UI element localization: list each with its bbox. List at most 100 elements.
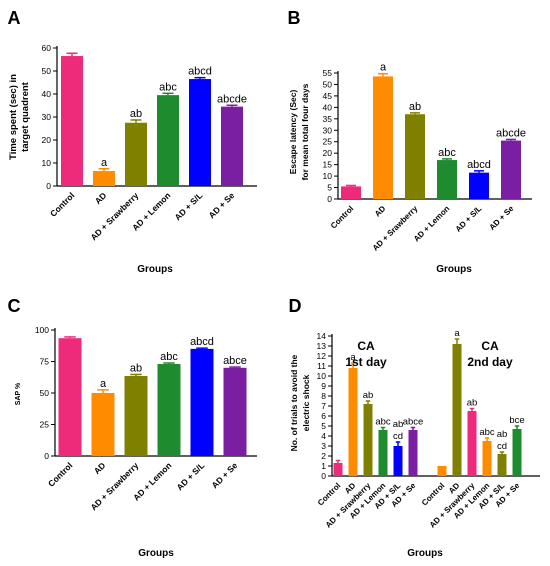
y-axis-label-line2: for mean total four days bbox=[300, 83, 310, 180]
y-tick-label: 25 bbox=[40, 420, 50, 430]
panel-c-category-label-1: AD bbox=[92, 460, 108, 476]
panel-d-day2-annotation-4-a: ab bbox=[497, 429, 508, 440]
panel-d-day1-annotation-4-a: ab bbox=[393, 419, 404, 430]
panel-b-bar-0 bbox=[341, 186, 361, 199]
panel-d-day2-bar-5 bbox=[512, 429, 522, 476]
y-tick-label: 0 bbox=[44, 451, 49, 461]
panel-b-bar-5 bbox=[501, 140, 521, 199]
y-tick-label: 20 bbox=[42, 135, 52, 145]
y-tick-label: 60 bbox=[42, 43, 52, 53]
panel-c-annotation-4: abcd bbox=[190, 336, 214, 348]
panel-b-category-label-0: Control bbox=[329, 204, 355, 230]
panel-b-bar-2 bbox=[405, 114, 425, 199]
y-tick-label: 10 bbox=[42, 158, 52, 168]
panel-c-annotation-1: a bbox=[100, 378, 107, 390]
panel-a-category-label-5: AD + Se bbox=[206, 190, 236, 220]
panel-c-category-label-4: AD + S/L bbox=[174, 460, 206, 492]
panel-d-day1-bar-4 bbox=[393, 446, 403, 476]
panel-d-day1-bar-5 bbox=[408, 430, 418, 476]
group-title-1-line2: 1st day bbox=[345, 355, 387, 369]
x-axis-label: Groups bbox=[436, 264, 472, 275]
y-tick-label: 4 bbox=[321, 431, 326, 441]
y-tick-label: 13 bbox=[317, 341, 327, 351]
y-tick-label: 5 bbox=[327, 183, 332, 193]
panel-a-bar-1 bbox=[93, 171, 115, 186]
y-tick-label: 5 bbox=[321, 421, 326, 431]
y-axis-label-line2: electric shock bbox=[301, 374, 311, 431]
y-tick-label: 50 bbox=[323, 79, 333, 89]
y-tick-label: 50 bbox=[42, 66, 52, 76]
y-tick-label: 25 bbox=[323, 137, 333, 147]
panel-b-annotation-2: ab bbox=[409, 101, 421, 113]
y-axis-label-line1: Escape latency (Sec) bbox=[288, 90, 298, 175]
y-tick-label: 55 bbox=[323, 68, 333, 78]
panel-d-day1-annotation-1: a bbox=[350, 352, 356, 363]
panel-a-bar-4 bbox=[189, 79, 211, 186]
panel-letter-A: A bbox=[8, 8, 21, 28]
panel-a-bar-3 bbox=[157, 95, 179, 186]
panel-c-bar-4 bbox=[190, 348, 214, 456]
panel-b-annotation-1: a bbox=[380, 62, 387, 74]
panel-b-annotation-3: abc bbox=[438, 147, 456, 159]
panel-d-day2-annotation-4-b: cd bbox=[497, 441, 507, 452]
y-tick-label: 35 bbox=[323, 114, 333, 124]
panel-d-day1-bar-2 bbox=[363, 404, 373, 476]
panel-a-annotation-5: abcde bbox=[217, 93, 247, 105]
y-tick-label: 50 bbox=[40, 388, 50, 398]
panel-b-category-label-1: AD bbox=[373, 204, 388, 219]
panel-d-day2-bar-0 bbox=[437, 466, 447, 476]
panel-d-day2-category-label-0: Control bbox=[420, 481, 446, 507]
y-tick-label: 0 bbox=[46, 181, 51, 191]
panel-c-bar-1 bbox=[91, 393, 115, 456]
y-tick-label: 7 bbox=[321, 401, 326, 411]
y-tick-label: 30 bbox=[323, 125, 333, 135]
panel-c-category-label-0: Control bbox=[46, 460, 74, 488]
x-axis-label: Groups bbox=[138, 548, 174, 559]
panel-c-annotation-2: ab bbox=[130, 362, 142, 374]
y-tick-label: 0 bbox=[327, 194, 332, 204]
panel-d-day2-bar-1 bbox=[452, 344, 462, 476]
panel-a-annotation-1: a bbox=[101, 157, 108, 169]
panel-d-day2-annotation-5: bce bbox=[509, 415, 524, 426]
panel-d-day1-category-label-0: Control bbox=[316, 481, 342, 507]
y-tick-label: 40 bbox=[323, 102, 333, 112]
group-title-1-line1: CA bbox=[357, 339, 375, 353]
y-axis-label-line2: target quadrent bbox=[20, 81, 31, 152]
panel-d-day2-bar-4 bbox=[497, 454, 507, 476]
y-tick-label: 15 bbox=[323, 160, 333, 170]
group-title-2-line2: 2nd day bbox=[467, 355, 513, 369]
panel-a-annotation-4: abcd bbox=[188, 66, 212, 78]
panel-a-category-label-1: AD bbox=[93, 190, 109, 206]
y-tick-label: 6 bbox=[321, 411, 326, 421]
panel-d-day2-bar-3 bbox=[482, 441, 492, 476]
panel-d-day1-annotation-3: abc bbox=[375, 417, 391, 428]
y-tick-label: 1 bbox=[321, 461, 326, 471]
panel-d-day1-bar-3 bbox=[378, 430, 388, 476]
panel-c-bar-5 bbox=[223, 367, 247, 456]
panel-a-bar-0 bbox=[61, 56, 83, 186]
y-tick-label: 2 bbox=[321, 451, 326, 461]
y-tick-label: 9 bbox=[321, 381, 326, 391]
panel-b-bar-4 bbox=[469, 172, 489, 199]
y-tick-label: 30 bbox=[42, 112, 52, 122]
panel-d-day1-annotation-2: ab bbox=[363, 390, 374, 401]
y-tick-label: 0 bbox=[321, 471, 326, 481]
y-axis-label-line1: Time spent (sec) in bbox=[8, 74, 19, 160]
panel-b-annotation-4: abcd bbox=[467, 159, 491, 171]
y-tick-label: 100 bbox=[35, 325, 49, 335]
panel-c-annotation-5: abce bbox=[223, 355, 247, 367]
panel-letter-B: B bbox=[288, 8, 301, 28]
panel-letter-C: C bbox=[8, 296, 21, 316]
x-axis-label: Groups bbox=[407, 548, 443, 559]
y-tick-label: 10 bbox=[317, 371, 327, 381]
y-tick-label: 8 bbox=[321, 391, 326, 401]
panel-a-category-label-0: Control bbox=[48, 190, 76, 218]
panel-c-category-label-5: AD + Se bbox=[209, 460, 239, 490]
panel-a-annotation-3: abc bbox=[159, 81, 177, 93]
y-tick-label: 10 bbox=[323, 171, 333, 181]
panel-c-annotation-3: abc bbox=[160, 351, 178, 363]
y-axis-label-line1: No. of trials to avoid the bbox=[289, 354, 299, 451]
panel-b-annotation-5: abcde bbox=[496, 127, 526, 139]
panel-b-bar-3 bbox=[437, 160, 457, 199]
y-tick-label: 14 bbox=[317, 331, 327, 341]
